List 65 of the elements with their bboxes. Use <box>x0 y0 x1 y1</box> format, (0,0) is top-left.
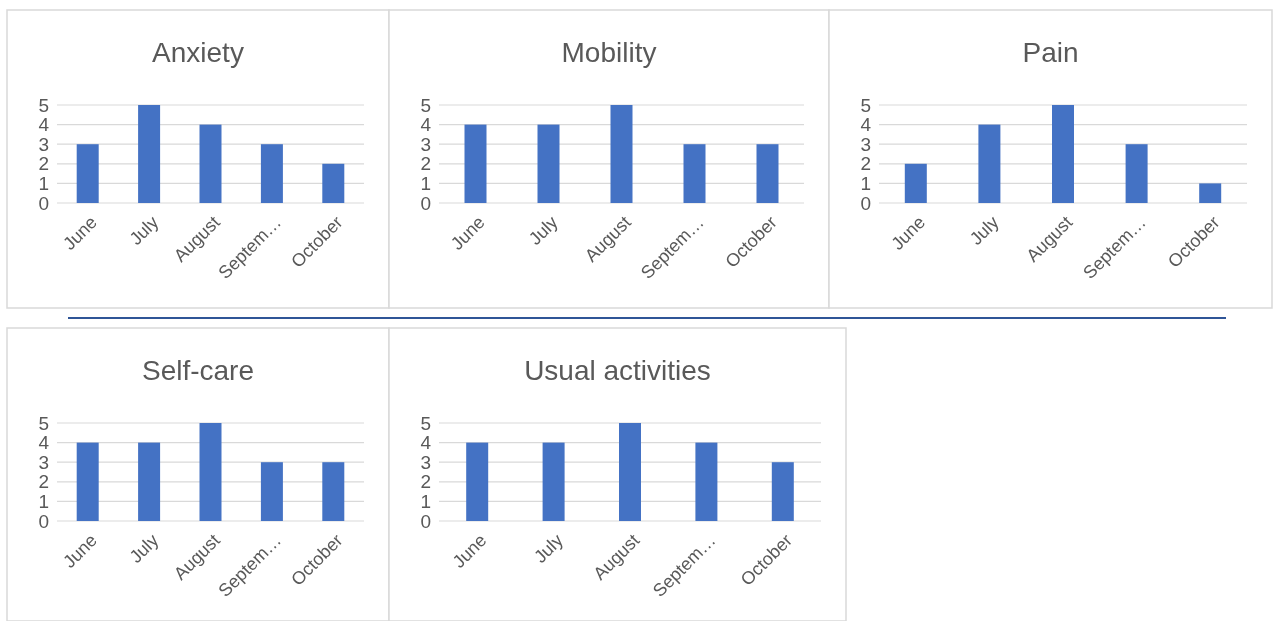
y-tick-label: 4 <box>38 432 50 454</box>
y-tick-label: 5 <box>860 94 871 116</box>
y-tick-label: 0 <box>860 192 871 214</box>
y-tick-label: 5 <box>420 412 431 434</box>
y-tick-label: 1 <box>860 173 871 195</box>
bar <box>1199 183 1222 203</box>
bar <box>683 144 706 203</box>
y-tick-label: 3 <box>860 133 871 155</box>
bar <box>322 163 345 203</box>
bar <box>542 442 565 521</box>
bar <box>978 124 1001 203</box>
bar <box>199 124 222 203</box>
y-tick-label: 4 <box>420 432 432 454</box>
y-tick-label: 2 <box>860 153 871 175</box>
bar <box>537 124 560 203</box>
chart-title: Mobility <box>561 37 657 68</box>
bar <box>466 442 489 521</box>
chart-title: Usual activities <box>524 355 711 386</box>
y-tick-label: 2 <box>420 471 431 493</box>
y-tick-label: 1 <box>420 491 431 513</box>
bar <box>1125 144 1148 203</box>
y-tick-label: 5 <box>38 412 49 434</box>
chart-title: Self-care <box>141 355 255 386</box>
y-tick-label: 0 <box>38 510 49 532</box>
bar <box>260 462 283 521</box>
y-tick-label: 1 <box>38 491 49 513</box>
bar <box>610 105 633 203</box>
y-tick-label: 4 <box>420 114 432 136</box>
bar <box>76 442 99 521</box>
x-tick-label: July <box>530 530 567 567</box>
bar <box>199 423 222 521</box>
y-tick-label: 4 <box>860 114 872 136</box>
y-tick-label: 0 <box>420 510 431 532</box>
bar <box>619 423 641 521</box>
x-tick-label: July <box>965 212 1003 249</box>
bar <box>76 144 99 203</box>
y-tick-label: 2 <box>38 471 49 493</box>
y-tick-label: 5 <box>420 94 431 116</box>
y-tick-label: 1 <box>420 173 431 195</box>
x-tick-label: July <box>525 212 562 249</box>
y-tick-label: 3 <box>420 451 431 473</box>
bar <box>1052 105 1074 203</box>
bar <box>904 163 927 203</box>
x-tick-label: July <box>125 530 163 567</box>
bar <box>138 442 161 521</box>
y-tick-label: 1 <box>38 173 49 195</box>
x-tick-label: July <box>125 212 163 249</box>
y-tick-label: 0 <box>420 192 431 214</box>
y-tick-label: 3 <box>420 133 431 155</box>
y-tick-label: 2 <box>420 153 431 175</box>
chart-title: Pain <box>1022 37 1079 68</box>
bar <box>695 442 718 521</box>
bar <box>464 124 487 203</box>
chart-title: Anxiety <box>152 37 244 68</box>
y-tick-label: 2 <box>38 153 49 175</box>
bar <box>756 144 779 203</box>
bar <box>260 144 283 203</box>
y-tick-label: 3 <box>38 133 49 155</box>
y-tick-label: 5 <box>38 94 49 116</box>
bar <box>771 462 794 521</box>
y-tick-label: 0 <box>38 192 49 214</box>
y-tick-label: 4 <box>38 114 50 136</box>
y-tick-label: 3 <box>38 451 49 473</box>
bar <box>138 105 161 203</box>
bar <box>322 462 345 521</box>
